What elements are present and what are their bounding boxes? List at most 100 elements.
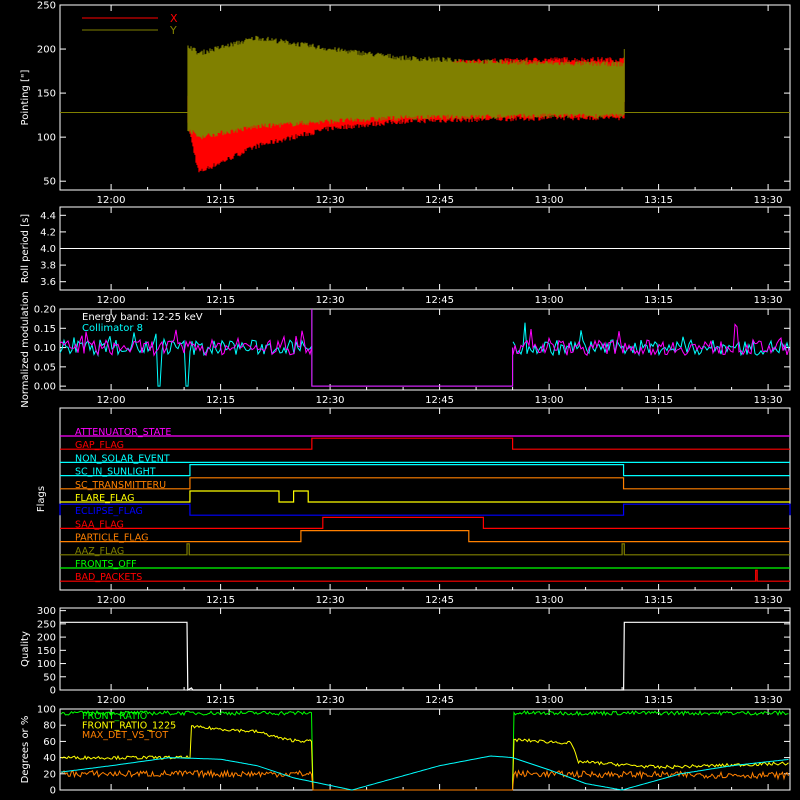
- pointing-xtick-label: 12:00: [97, 195, 126, 206]
- pointing-xtick-label: 12:30: [316, 195, 345, 206]
- flag-label-sc_in_sunlight: SC_IN_SUNLIGHT: [75, 467, 156, 478]
- flags-xtick-label: 13:15: [644, 595, 673, 606]
- quality-ytick-label: 100: [37, 659, 56, 670]
- pointing-ylabel: Pointing ["]: [20, 69, 31, 125]
- modulation-ytick-label: 0.15: [34, 324, 56, 335]
- flag-line-saa_flag: [60, 516, 790, 529]
- quality-xtick-label: 12:00: [97, 695, 126, 706]
- pointing-xtick-label: 12:15: [206, 195, 235, 206]
- modulation-ylabel: Normalized modulation: [20, 291, 31, 408]
- flags-xtick-label: 12:00: [97, 595, 126, 606]
- roll-xtick-label: 13:00: [535, 295, 564, 306]
- quality-ytick-label: 250: [37, 619, 56, 630]
- quality-ytick-label: 300: [37, 606, 56, 617]
- flag-label-eclipse_flag: ECLIPSE_FLAG: [75, 506, 143, 517]
- ratios-legend-front_ratio: FRONT_RATIO: [82, 711, 147, 722]
- roll-ytick-label: 3.8: [40, 261, 56, 272]
- ratios-series-angle: [60, 755, 789, 791]
- flag-line-sc_transmitteru: [60, 477, 790, 490]
- ratios-ylabel: Degrees or %: [20, 716, 31, 784]
- modulation-xtick-label: 12:45: [425, 395, 454, 406]
- flags-ylabel: Flags: [36, 486, 47, 512]
- quality-ytick-label: 0: [50, 686, 56, 697]
- flag-label-particle_flag: PARTICLE_FLAG: [75, 533, 148, 544]
- pointing-xtick-label: 13:30: [754, 195, 783, 206]
- flags-xtick-label: 13:00: [535, 595, 564, 606]
- flag-label-bad_packets: BAD_PACKETS: [75, 572, 142, 583]
- roll-ytick-label: 4.0: [40, 244, 56, 255]
- roll-xtick-label: 12:00: [97, 295, 126, 306]
- flags-xtick-label: 12:45: [425, 595, 454, 606]
- ratios-legend-max_det_vs_tot: MAX_DET_VS_TOT: [82, 730, 168, 741]
- flags-xtick-label: 13:30: [754, 595, 783, 606]
- ratios-ytick-label: 60: [43, 737, 56, 748]
- ratios-ytick-label: 100: [37, 705, 56, 716]
- roll-xtick-label: 13:30: [754, 295, 783, 306]
- pointing-ytick-label: 150: [37, 89, 56, 100]
- pointing-legend-label-X: X: [170, 12, 178, 25]
- flag-line-bad_packets: [60, 569, 790, 582]
- modulation-xtick-label: 13:00: [535, 395, 564, 406]
- modulation-xtick-label: 13:15: [644, 395, 673, 406]
- roll-xtick-label: 12:45: [425, 295, 454, 306]
- pointing-frame: [59, 4, 791, 191]
- quality-ytick-label: 200: [37, 633, 56, 644]
- modulation-ytick-label: 0.00: [34, 382, 56, 393]
- flag-label-saa_flag: SAA_FLAG: [75, 519, 124, 530]
- pointing-xtick-label: 13:15: [644, 195, 673, 206]
- modulation-annotation-energy: Energy band: 12-25 keV: [82, 312, 203, 323]
- flag-label-flare_flag: FLARE_FLAG: [75, 493, 135, 504]
- ratios-ytick-label: 40: [43, 753, 56, 764]
- flags-xtick-label: 12:15: [206, 595, 235, 606]
- pointing-xtick-label: 13:00: [535, 195, 564, 206]
- ratios-ytick-label: 0: [50, 786, 56, 797]
- modulation-xtick-label: 12:30: [316, 395, 345, 406]
- flag-label-non_solar_event: NON_SOLAR_EVENT: [75, 453, 170, 464]
- ratios-legend-front_ratio_1225: FRONT_RATIO_1225: [82, 721, 176, 732]
- modulation-xtick-label: 13:30: [754, 395, 783, 406]
- quality-xtick-label: 13:15: [644, 695, 673, 706]
- roll-xtick-label: 12:30: [316, 295, 345, 306]
- flag-label-sc_transmitteru: SC_TRANSMITTERU: [75, 480, 166, 491]
- pointing-series-Y: [187, 35, 625, 140]
- roll-xtick-label: 12:15: [206, 295, 235, 306]
- roll-ytick-label: 4.2: [40, 227, 56, 238]
- pointing-ytick-label: 250: [37, 1, 56, 12]
- roll-ylabel: Roll period [s]: [20, 214, 31, 283]
- modulation-series-energy: [59, 309, 790, 387]
- roll-ytick-label: 3.6: [40, 277, 56, 288]
- flag-line-particle_flag: [60, 530, 790, 543]
- flag-line-aaz_flag: [60, 543, 790, 556]
- quality-xtick-label: 12:30: [316, 695, 345, 706]
- quality-frame: [59, 607, 791, 691]
- modulation-xtick-label: 12:00: [97, 395, 126, 406]
- flag-line-eclipse_flag: [59, 503, 791, 516]
- modulation-ytick-label: 0.10: [34, 343, 56, 354]
- flag-label-attenuator_state: ATTENUATOR_STATE: [75, 427, 171, 438]
- modulation-annotation-collimator: Collimator 8: [82, 323, 143, 334]
- quality-ytick-label: 50: [43, 672, 56, 683]
- flag-label-fronts_off: FRONTS_OFF: [75, 559, 137, 570]
- flag-label-gap_flag: GAP_FLAG: [75, 440, 124, 451]
- flags-xtick-label: 12:30: [316, 595, 345, 606]
- pointing-ytick-label: 50: [43, 177, 56, 188]
- roll-ytick-label: 4.4: [40, 211, 56, 222]
- modulation-frame: [59, 308, 791, 391]
- flags-frame: [59, 407, 791, 591]
- flag-line-gap_flag: [60, 437, 790, 450]
- modulation-xtick-label: 12:15: [206, 395, 235, 406]
- ratios-ytick-label: 20: [43, 769, 56, 780]
- pointing-legend-label-Y: Y: [169, 24, 177, 37]
- modulation-ytick-label: 0.20: [34, 305, 56, 316]
- quality-xtick-label: 13:00: [535, 695, 564, 706]
- quality-xtick-label: 12:15: [206, 695, 235, 706]
- quality-series-line: [60, 621, 790, 692]
- pointing-ytick-label: 200: [37, 45, 56, 56]
- quality-xtick-label: 12:45: [425, 695, 454, 706]
- modulation-ytick-label: 0.05: [34, 362, 56, 373]
- ratios-series-max_det_vs_tot: [60, 768, 789, 791]
- quality-xtick-label: 13:30: [754, 695, 783, 706]
- roll-xtick-label: 13:15: [644, 295, 673, 306]
- pointing-xtick-label: 12:45: [425, 195, 454, 206]
